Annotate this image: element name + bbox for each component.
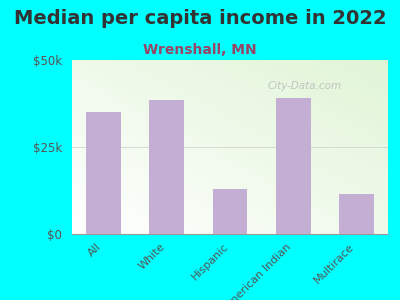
Text: Wrenshall, MN: Wrenshall, MN: [143, 44, 257, 58]
Bar: [150, 100, 184, 234]
Bar: [276, 98, 310, 234]
Text: City-Data.com: City-Data.com: [268, 81, 342, 91]
Bar: [213, 189, 247, 234]
Bar: [339, 194, 374, 234]
Bar: [86, 112, 121, 234]
Text: Median per capita income in 2022: Median per capita income in 2022: [14, 9, 386, 28]
